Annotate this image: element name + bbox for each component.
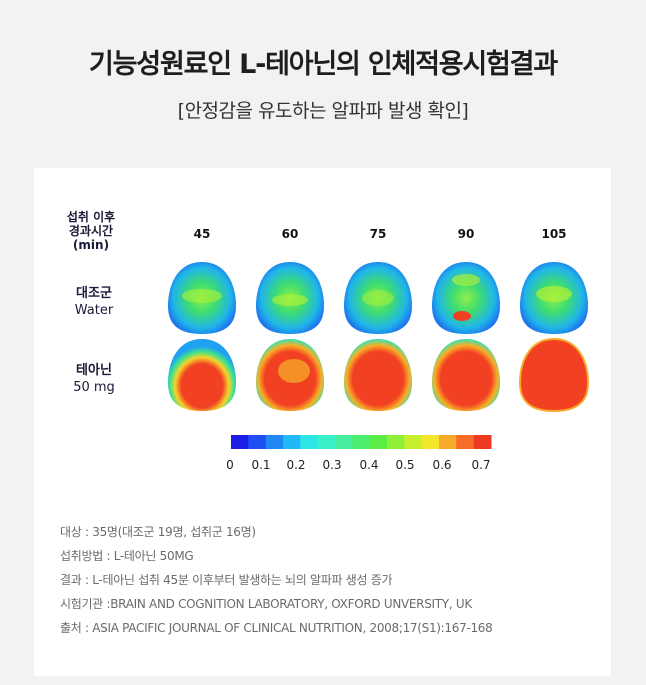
brain-map bbox=[168, 339, 236, 411]
color-scale-swatch bbox=[335, 435, 353, 449]
color-scale-swatch bbox=[300, 435, 319, 449]
note-line: 결과 : L-테아닌 섭취 45분 이후부터 발생하는 뇌의 알파파 생성 증가 bbox=[60, 573, 393, 587]
color-scale-swatch bbox=[421, 435, 440, 449]
color-scale-tick-label: 0 bbox=[226, 458, 234, 472]
color-scale-tick-label: 0.5 bbox=[395, 458, 415, 472]
brain-map bbox=[432, 262, 500, 334]
theanine-map-row bbox=[168, 337, 590, 413]
color-scale-swatch bbox=[473, 435, 492, 449]
brain-map-figure bbox=[168, 262, 590, 449]
brain-map bbox=[520, 262, 588, 334]
time-point-label: 75 bbox=[369, 227, 387, 241]
color-scale-swatch bbox=[265, 435, 284, 449]
time-axis-label-line: 섭취 이후 bbox=[66, 210, 116, 224]
brain-map bbox=[432, 339, 500, 411]
color-scale-swatch bbox=[369, 435, 388, 449]
note-line: 출처 : ASIA PACIFIC JOURNAL OF CLINICAL NU… bbox=[60, 621, 493, 635]
time-axis-label-line: (min) bbox=[72, 238, 110, 252]
row-label-line: 테아닌 bbox=[76, 363, 112, 378]
time-point-label: 105 bbox=[541, 227, 567, 241]
brain-map bbox=[344, 339, 412, 411]
row-label-theanine: 테아닌 50 mg bbox=[64, 362, 124, 396]
brain-map bbox=[518, 337, 590, 413]
color-scale-bar bbox=[231, 435, 492, 449]
color-scale-swatch bbox=[231, 435, 249, 449]
page-title: 기능성원료인 L-테아닌의 인체적용시험결과 bbox=[89, 49, 558, 80]
row-label-control: 대조군 Water bbox=[64, 285, 124, 319]
color-scale-swatch bbox=[352, 435, 371, 449]
color-scale-tick-label: 0.1 bbox=[251, 458, 271, 472]
page-subtitle: [안정감을 유도하는 알파파 발생 확인] bbox=[177, 100, 469, 122]
note-line: 대상 : 35명(대조군 19명, 섭취군 16명) bbox=[60, 525, 256, 539]
brain-map bbox=[256, 262, 324, 334]
time-axis-label: 섭취 이후 경과시간 (min) bbox=[56, 210, 126, 252]
control-map-row bbox=[168, 262, 588, 334]
brain-map bbox=[256, 339, 324, 411]
color-scale-swatch bbox=[387, 435, 405, 449]
row-label-line: 대조군 bbox=[76, 286, 112, 301]
study-notes: 대상 : 35명(대조군 19명, 섭취군 16명) 섭취방법 : L-테아닌 … bbox=[60, 520, 493, 640]
note-line: 섭취방법 : L-테아닌 50MG bbox=[60, 549, 194, 563]
color-scale-swatch bbox=[317, 435, 336, 449]
brain-map bbox=[344, 262, 412, 334]
row-label-line: 50 mg bbox=[73, 380, 115, 395]
time-axis-label-line: 경과시간 bbox=[68, 224, 114, 238]
color-scale-tick-label: 0.7 bbox=[471, 458, 491, 472]
color-scale-tick-label: 0.2 bbox=[286, 458, 306, 472]
color-scale-swatch bbox=[404, 435, 423, 449]
time-point-label: 45 bbox=[193, 227, 211, 241]
color-scale-tick-label: 0.4 bbox=[359, 458, 379, 472]
color-scale-tick-label: 0.6 bbox=[432, 458, 452, 472]
color-scale-swatch bbox=[248, 435, 267, 449]
result-card: 섭취 이후 경과시간 (min) 45 60 75 90 105 대조군 Wat… bbox=[34, 168, 611, 676]
time-point-label: 60 bbox=[281, 227, 299, 241]
time-point-label: 90 bbox=[457, 227, 475, 241]
color-scale-tick-label: 0.3 bbox=[322, 458, 342, 472]
color-scale-swatch bbox=[456, 435, 475, 449]
note-line: 시험기관 :BRAIN AND COGNITION LABORATORY, OX… bbox=[60, 597, 472, 611]
color-scale-swatch bbox=[439, 435, 457, 449]
color-scale-swatch bbox=[283, 435, 301, 449]
brain-map bbox=[168, 262, 236, 334]
row-label-line: Water bbox=[74, 303, 114, 318]
